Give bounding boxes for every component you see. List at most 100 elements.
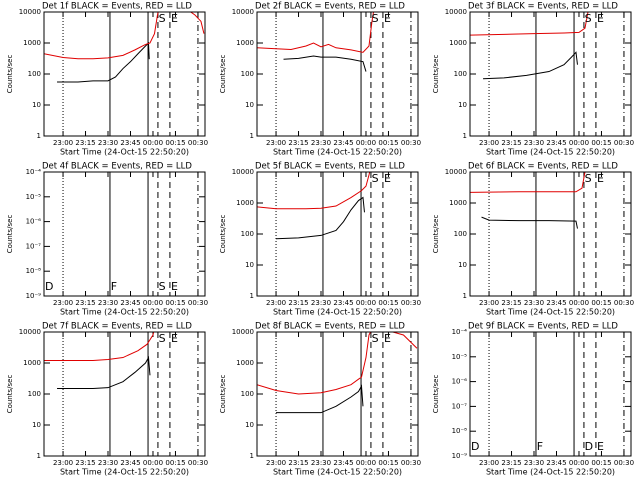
x-tick-label: 00:30: [401, 299, 421, 307]
annotation: S: [159, 12, 166, 25]
y-tick-label: 10000: [232, 328, 254, 336]
y-tick-label: 1: [250, 452, 254, 460]
y-tick-label: 10⁻⁵: [26, 193, 42, 201]
panel: Det 1f BLACK = Events, RED = LLD Start Ti…: [6, 2, 208, 157]
x-tick-label: 23:30: [98, 139, 118, 147]
y-tick-label: 10: [32, 421, 41, 429]
y-axis-label: Counts/sec: [432, 55, 440, 94]
y-axis-label: Counts/sec: [432, 375, 440, 414]
x-tick-label: 23:30: [524, 139, 544, 147]
y-axis-label: Counts/sec: [432, 215, 440, 254]
y-tick-label: 100: [454, 70, 467, 78]
x-tick-label: 23:45: [120, 459, 140, 467]
annotation: E: [384, 172, 391, 185]
x-tick-label: 23:15: [75, 139, 95, 147]
x-tick-label: 00:30: [188, 139, 208, 147]
x-tick-label: 23:45: [333, 459, 353, 467]
x-tick-label: 00:30: [188, 299, 208, 307]
y-tick-label: 10⁻⁶: [26, 218, 42, 226]
x-tick-label: 00:00: [569, 459, 589, 467]
annotation: S: [372, 172, 379, 185]
annotation: S: [159, 332, 166, 345]
y-tick-label: 1: [463, 292, 467, 300]
y-tick-label: 10000: [232, 8, 254, 16]
y-tick-label: 1000: [236, 359, 254, 367]
x-tick-label: 00:30: [401, 459, 421, 467]
panel-title: Det 1f BLACK = Events, RED = LLD: [42, 2, 192, 12]
y-tick-label: 10⁻⁷: [452, 402, 468, 410]
x-tick-label: 00:15: [378, 459, 398, 467]
y-tick-label: 10000: [19, 328, 41, 336]
plot-frame: [43, 11, 206, 137]
y-tick-label: 1000: [449, 199, 467, 207]
y-tick-label: 100: [241, 230, 254, 238]
series-line: [44, 12, 205, 60]
y-tick-label: 10: [245, 421, 254, 429]
y-tick-label: 10⁻⁹: [452, 452, 468, 460]
y-axis-label: Counts/sec: [6, 375, 14, 414]
y-tick-label: 1: [463, 132, 467, 140]
y-axis-label: Counts/sec: [6, 55, 14, 94]
y-tick-label: 10⁻⁷: [26, 242, 42, 250]
x-tick-label: 23:15: [75, 459, 95, 467]
annotation: S: [372, 12, 379, 25]
annotation: E: [384, 332, 391, 345]
y-tick-label: 10⁻⁴: [452, 328, 468, 336]
panel: Det 8f BLACK = Events, RED = LLD Start Ti…: [219, 322, 421, 477]
y-axis-label: Counts/sec: [219, 375, 227, 414]
panel-title: Det 7f BLACK = Events, RED = LLD: [42, 322, 192, 332]
x-tick-label: 23:00: [479, 139, 499, 147]
x-tick-label: 00:00: [356, 459, 376, 467]
panel-title: Det 8f BLACK = Events, RED = LLD: [255, 322, 405, 332]
plot-frame: [469, 11, 632, 137]
panel-title: Det 3f BLACK = Events, RED = LLD: [468, 2, 618, 12]
y-tick-label: 1000: [236, 39, 254, 47]
x-tick-label: 00:15: [165, 299, 185, 307]
x-axis-label: Start Time (24-Oct-15 22:50:20): [273, 468, 402, 477]
panel-title: Det 9f BLACK = Events, RED = LLD: [468, 322, 618, 332]
x-tick-label: 00:30: [614, 459, 634, 467]
plot-frame: [43, 331, 206, 457]
series-line: [483, 51, 578, 80]
x-tick-label: 23:30: [311, 299, 331, 307]
panel: Det 6f BLACK = Events, RED = LLD Start Ti…: [432, 162, 634, 317]
x-tick-label: 23:00: [53, 299, 73, 307]
y-tick-label: 100: [28, 390, 41, 398]
x-tick-label: 00:15: [591, 299, 611, 307]
y-tick-label: 10: [32, 101, 41, 109]
panel: Det 4f BLACK = Events, RED = LLD Start Ti…: [6, 162, 208, 317]
x-axis-label: Start Time (24-Oct-15 22:50:20): [486, 148, 615, 157]
y-tick-label: 10: [458, 101, 467, 109]
series-line: [57, 355, 151, 390]
plot-frame: [469, 171, 632, 297]
series-line: [257, 172, 371, 210]
y-axis-label: Counts/sec: [219, 215, 227, 254]
annotation: D: [585, 440, 593, 453]
y-tick-label: 100: [28, 70, 41, 78]
x-tick-label: 00:30: [401, 139, 421, 147]
x-tick-label: 23:30: [98, 459, 118, 467]
x-tick-label: 23:15: [288, 299, 308, 307]
series-line: [283, 55, 367, 72]
series-line: [481, 216, 578, 229]
y-tick-label: 1: [250, 132, 254, 140]
x-axis-label: Start Time (24-Oct-15 22:50:20): [273, 148, 402, 157]
panel-title: Det 2f BLACK = Events, RED = LLD: [255, 2, 405, 12]
y-tick-label: 1: [250, 292, 254, 300]
x-tick-label: 23:45: [546, 139, 566, 147]
x-axis-label: Start Time (24-Oct-15 22:50:20): [60, 148, 189, 157]
annotation: S: [585, 172, 592, 185]
series-line: [257, 332, 418, 395]
annotation: F: [537, 440, 543, 453]
x-tick-label: 00:00: [143, 459, 163, 467]
annotation: E: [171, 12, 178, 25]
annotation: E: [171, 332, 178, 345]
series-line: [470, 12, 589, 36]
x-tick-label: 23:00: [266, 139, 286, 147]
annotation: D: [471, 440, 479, 453]
x-tick-label: 23:15: [288, 139, 308, 147]
y-tick-label: 1: [37, 132, 41, 140]
series-line: [257, 12, 374, 53]
series-line: [276, 384, 364, 414]
x-tick-label: 00:00: [569, 139, 589, 147]
